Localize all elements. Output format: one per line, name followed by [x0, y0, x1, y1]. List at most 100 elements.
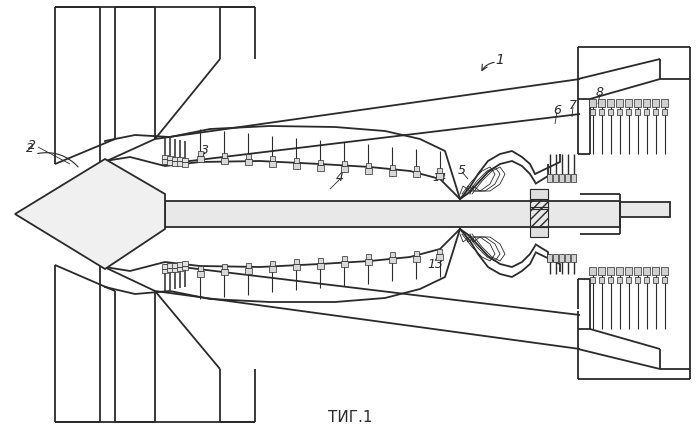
Bar [566, 255, 570, 262]
Bar [652, 267, 659, 275]
Bar [654, 110, 659, 116]
Bar [412, 172, 419, 178]
Bar [340, 167, 347, 173]
Text: 13: 13 [427, 258, 443, 271]
Bar [608, 267, 615, 275]
Bar [437, 174, 444, 180]
Bar [617, 110, 622, 116]
Bar [599, 110, 605, 116]
Bar [547, 175, 552, 183]
Bar [634, 100, 641, 108]
Bar [270, 261, 274, 266]
Bar [598, 100, 606, 108]
Bar [365, 255, 370, 259]
Bar [389, 170, 396, 176]
Bar [571, 255, 577, 262]
Bar [220, 270, 228, 276]
Bar [177, 158, 183, 162]
Bar [177, 162, 183, 167]
Bar [530, 190, 548, 200]
Text: 14: 14 [433, 172, 447, 183]
Text: 5: 5 [458, 163, 466, 176]
Text: 1: 1 [496, 53, 505, 67]
Bar [365, 259, 372, 265]
Bar [617, 267, 624, 275]
Bar [554, 175, 559, 183]
Bar [608, 100, 615, 108]
Bar [318, 258, 323, 263]
Bar [437, 255, 444, 261]
Bar [634, 267, 641, 275]
Text: 6: 6 [553, 103, 561, 116]
Bar [167, 157, 173, 160]
Bar [172, 268, 178, 272]
Bar [662, 267, 668, 275]
Bar [197, 157, 204, 163]
Bar [340, 261, 347, 267]
Bar [197, 266, 202, 271]
Bar [643, 267, 650, 275]
Bar [626, 110, 631, 116]
Bar [645, 277, 650, 283]
Bar [389, 253, 395, 258]
Bar [162, 156, 168, 160]
Bar [182, 159, 188, 163]
Bar [559, 255, 564, 262]
Text: 8: 8 [596, 85, 604, 98]
Bar [598, 267, 606, 275]
Text: ΤИГ.1: ΤИГ.1 [328, 409, 372, 424]
Bar [662, 100, 668, 108]
Bar [162, 160, 168, 165]
Bar [654, 277, 659, 283]
Bar [172, 263, 178, 268]
Bar [197, 271, 204, 277]
Bar [530, 190, 548, 209]
Bar [591, 277, 596, 283]
Bar [554, 255, 559, 262]
Text: 2: 2 [28, 138, 36, 151]
Bar [438, 169, 442, 174]
Bar [626, 277, 631, 283]
Text: 4: 4 [336, 170, 344, 183]
Bar [342, 256, 346, 261]
Bar [165, 202, 620, 227]
Bar [182, 163, 188, 168]
Bar [318, 160, 323, 165]
Bar [177, 262, 183, 267]
Text: 7: 7 [569, 98, 577, 111]
Bar [182, 266, 188, 270]
Bar [608, 277, 613, 283]
Bar [162, 264, 168, 269]
Bar [221, 265, 227, 270]
Bar [177, 267, 183, 271]
Bar [662, 110, 668, 116]
Bar [591, 110, 596, 116]
Polygon shape [15, 160, 165, 269]
Bar [414, 251, 419, 256]
Bar [389, 258, 396, 264]
Bar [293, 163, 300, 169]
Bar [342, 162, 346, 167]
Bar [571, 175, 577, 183]
Bar [269, 266, 276, 272]
Bar [617, 277, 622, 283]
Bar [365, 169, 372, 175]
Bar [645, 110, 650, 116]
Bar [530, 227, 548, 237]
Bar [365, 163, 370, 169]
Bar [566, 175, 570, 183]
Bar [221, 154, 227, 158]
Bar [589, 100, 596, 108]
Bar [269, 162, 276, 168]
Bar [316, 263, 323, 269]
Bar [412, 256, 419, 262]
Bar [270, 157, 274, 162]
Bar [414, 167, 419, 172]
Bar [626, 267, 633, 275]
Text: 2: 2 [26, 141, 34, 154]
Bar [530, 208, 548, 227]
Bar [626, 100, 633, 108]
Bar [293, 264, 300, 270]
Bar [246, 155, 251, 160]
Bar [182, 261, 188, 266]
